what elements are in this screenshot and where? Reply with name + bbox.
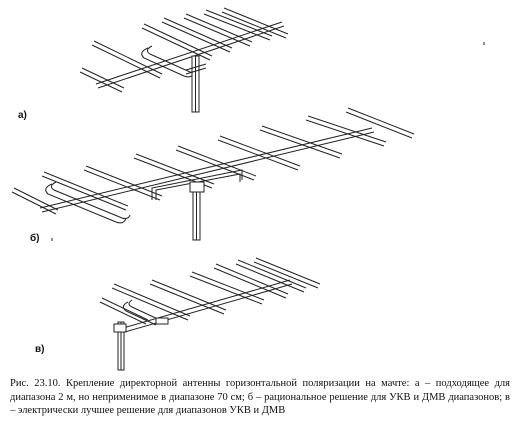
label-v: в) — [35, 344, 45, 355]
antenna-illustrations — [11, 7, 485, 371]
figure-caption: Рис. 23.10. Крепление директорной антенн… — [10, 378, 510, 416]
antenna-a-drawing — [79, 7, 289, 113]
label-b: б) — [30, 233, 40, 244]
antenna-v-drawing — [99, 257, 321, 371]
label-a: а) — [18, 110, 27, 121]
antenna-b-drawing — [11, 107, 415, 241]
